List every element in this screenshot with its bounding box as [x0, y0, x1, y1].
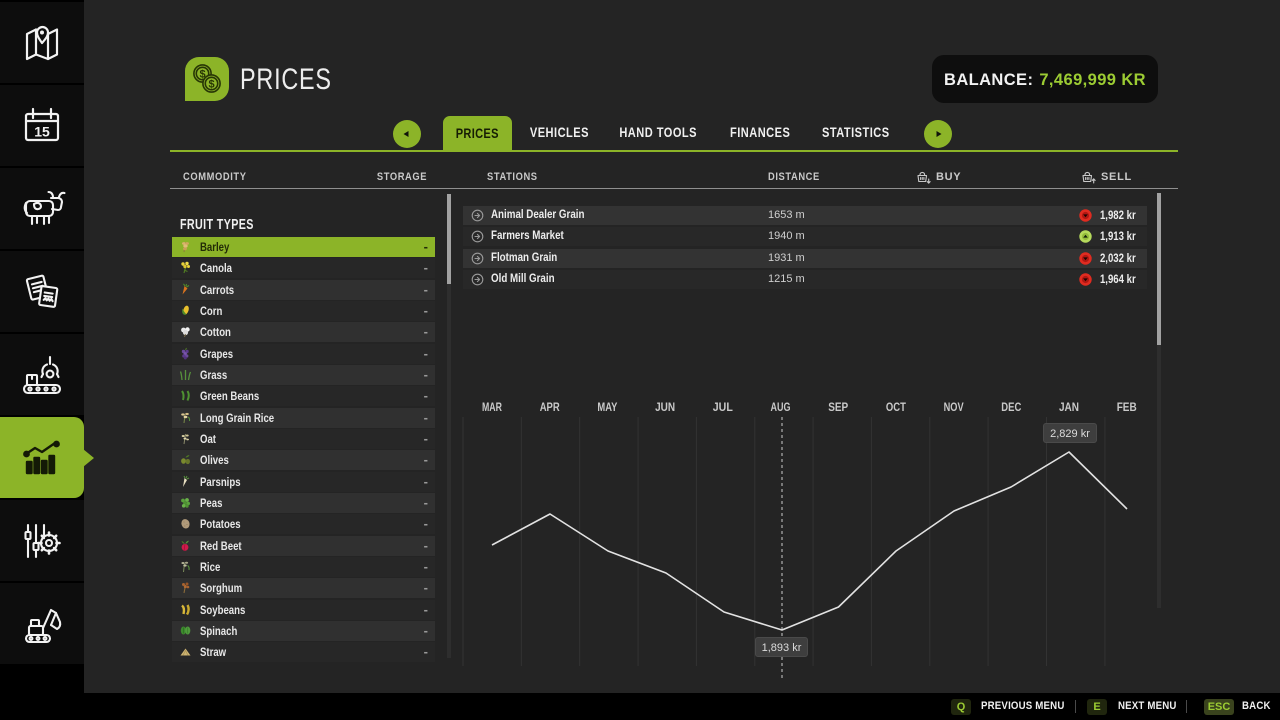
svg-text:FEB: FEB — [1117, 402, 1137, 414]
svg-text:AUG: AUG — [771, 402, 791, 414]
svg-text:JUN: JUN — [655, 402, 675, 414]
svg-text:DEC: DEC — [1001, 402, 1021, 414]
svg-text:MAR: MAR — [482, 402, 503, 414]
svg-text:15: 15 — [34, 123, 50, 139]
svg-text:OCT: OCT — [886, 402, 906, 414]
svg-text:$: $ — [208, 79, 214, 91]
svg-text:SEP: SEP — [828, 402, 848, 414]
svg-text:JUL: JUL — [713, 402, 733, 414]
svg-text:NOV: NOV — [944, 402, 964, 414]
svg-text:MAY: MAY — [597, 402, 617, 414]
svg-text:$: $ — [199, 69, 205, 81]
svg-text:JAN: JAN — [1059, 402, 1079, 414]
svg-text:APR: APR — [540, 402, 561, 414]
